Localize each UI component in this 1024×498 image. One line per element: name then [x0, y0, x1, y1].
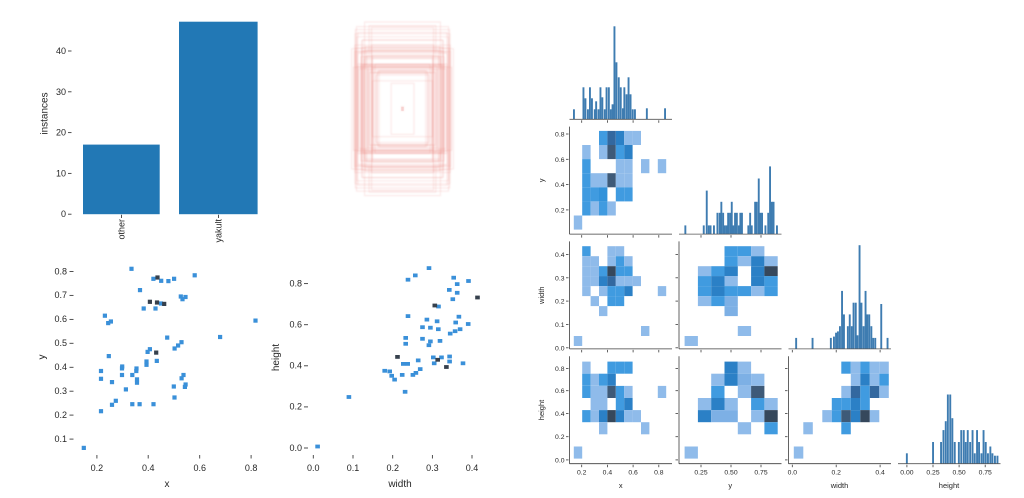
svg-text:0.2: 0.2 [577, 470, 587, 477]
svg-text:0.6: 0.6 [54, 314, 67, 324]
svg-text:width: width [537, 286, 546, 305]
svg-text:0.2: 0.2 [555, 207, 565, 214]
svg-text:40: 40 [56, 46, 66, 56]
svg-text:0.1: 0.1 [555, 322, 565, 329]
svg-text:10: 10 [56, 168, 66, 178]
svg-text:0.75: 0.75 [754, 470, 767, 477]
svg-text:0.50: 0.50 [952, 470, 965, 477]
svg-text:0.4: 0.4 [555, 411, 565, 418]
svg-text:0.2: 0.2 [831, 470, 841, 477]
svg-text:0.50: 0.50 [724, 470, 737, 477]
svg-text:0.2: 0.2 [555, 434, 565, 441]
svg-text:0.4: 0.4 [555, 252, 565, 259]
svg-text:0.75: 0.75 [979, 470, 992, 477]
svg-text:0.4: 0.4 [555, 182, 565, 189]
svg-text:0.4: 0.4 [875, 470, 885, 477]
svg-text:0.8: 0.8 [54, 266, 67, 276]
svg-text:0.8: 0.8 [654, 470, 664, 477]
svg-text:0.6: 0.6 [289, 320, 302, 330]
svg-text:0.6: 0.6 [628, 470, 638, 477]
svg-text:0.4: 0.4 [603, 470, 613, 477]
svg-text:0.6: 0.6 [555, 388, 565, 395]
svg-text:0.4: 0.4 [142, 463, 155, 473]
svg-text:height: height [939, 481, 960, 490]
svg-text:0.1: 0.1 [54, 434, 67, 444]
svg-text:0.6: 0.6 [555, 157, 565, 164]
svg-text:0.4: 0.4 [54, 362, 67, 372]
svg-text:0.2: 0.2 [386, 463, 399, 473]
svg-text:0.8: 0.8 [555, 366, 565, 373]
svg-text:0.00: 0.00 [900, 470, 913, 477]
svg-text:x: x [165, 479, 170, 490]
svg-text:y: y [37, 355, 48, 360]
svg-text:0.6: 0.6 [193, 463, 206, 473]
svg-text:other: other [117, 219, 127, 240]
svg-text:0.25: 0.25 [694, 470, 707, 477]
svg-text:0.0: 0.0 [555, 345, 565, 352]
svg-text:height: height [537, 399, 546, 420]
svg-text:y: y [728, 481, 732, 490]
svg-text:0.4: 0.4 [466, 463, 479, 473]
svg-text:width: width [830, 481, 849, 490]
svg-text:0.2: 0.2 [555, 299, 565, 306]
svg-text:0.0: 0.0 [788, 470, 798, 477]
svg-text:0.2: 0.2 [54, 410, 67, 420]
svg-text:0.0: 0.0 [289, 443, 302, 453]
svg-text:0.0: 0.0 [307, 463, 320, 473]
svg-text:0.8: 0.8 [555, 132, 565, 139]
svg-text:0.0: 0.0 [555, 457, 565, 464]
svg-text:y: y [537, 178, 546, 182]
svg-text:0.4: 0.4 [289, 361, 302, 371]
svg-text:yakult: yakult [214, 219, 224, 243]
svg-text:0.2: 0.2 [289, 402, 302, 412]
svg-text:0.3: 0.3 [426, 463, 439, 473]
svg-text:0.8: 0.8 [245, 463, 258, 473]
svg-text:0.25: 0.25 [926, 470, 939, 477]
svg-text:height: height [271, 344, 282, 371]
svg-text:width: width [387, 479, 411, 490]
svg-text:instances: instances [40, 92, 51, 134]
svg-text:0.5: 0.5 [54, 338, 67, 348]
svg-text:0.7: 0.7 [54, 290, 67, 300]
svg-text:20: 20 [56, 128, 66, 138]
svg-text:0: 0 [61, 209, 66, 219]
svg-text:x: x [619, 481, 623, 490]
svg-text:0.3: 0.3 [555, 275, 565, 282]
svg-text:0.8: 0.8 [289, 278, 302, 288]
svg-text:0.2: 0.2 [91, 463, 104, 473]
svg-text:30: 30 [56, 87, 66, 97]
svg-text:0.3: 0.3 [54, 386, 67, 396]
svg-text:0.1: 0.1 [347, 463, 360, 473]
